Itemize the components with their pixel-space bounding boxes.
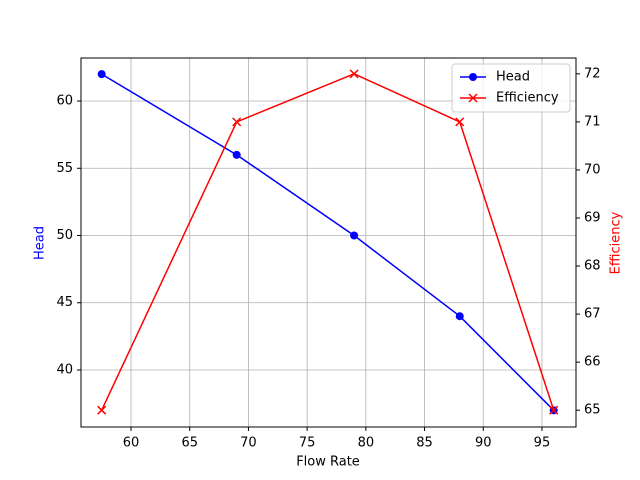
plot-frame: [80, 57, 577, 428]
x-tick-label: 75: [299, 436, 316, 451]
y-tick-label: 45: [56, 295, 73, 310]
y-tick-label: 50: [56, 228, 73, 243]
y-tick-label: 55: [56, 161, 73, 176]
legend-marker: [469, 73, 477, 81]
x-axis-label: Flow Rate: [296, 455, 360, 470]
legend-marker: [468, 93, 478, 103]
x-tick-label: 80: [358, 436, 375, 451]
y2-tick-label: 69: [584, 210, 601, 225]
marker: [549, 405, 559, 415]
marker: [232, 150, 241, 159]
y2-tick-label: 70: [584, 162, 601, 177]
x-tick-label: 60: [123, 436, 140, 451]
y2-tick-label: 66: [584, 355, 601, 370]
marker: [232, 117, 242, 127]
y2-tick-label: 67: [584, 307, 601, 322]
y2-axis-label: Efficiency: [609, 211, 624, 274]
marker: [455, 117, 465, 127]
marker: [350, 231, 359, 240]
y-tick-label: 60: [56, 94, 73, 109]
y-tick-label: 40: [56, 362, 73, 377]
marker: [349, 69, 359, 79]
x-tick-label: 90: [475, 436, 492, 451]
marker: [97, 70, 106, 79]
legend-label: Head: [496, 70, 530, 85]
legend-label: Efficiency: [496, 91, 559, 106]
x-tick-label: 85: [416, 436, 433, 451]
y2-tick-label: 65: [584, 403, 601, 418]
y2-tick-label: 68: [584, 259, 601, 274]
marker: [97, 405, 107, 415]
x-tick-label: 95: [534, 436, 551, 451]
y2-tick-label: 72: [584, 66, 601, 81]
line: [100, 73, 555, 411]
line: [101, 73, 555, 411]
y-axis-label: Head: [33, 226, 48, 260]
marker: [455, 312, 464, 321]
x-tick-label: 70: [240, 436, 257, 451]
x-tick-label: 65: [181, 436, 198, 451]
y2-tick-label: 71: [584, 114, 601, 129]
legend-box: [451, 63, 571, 113]
